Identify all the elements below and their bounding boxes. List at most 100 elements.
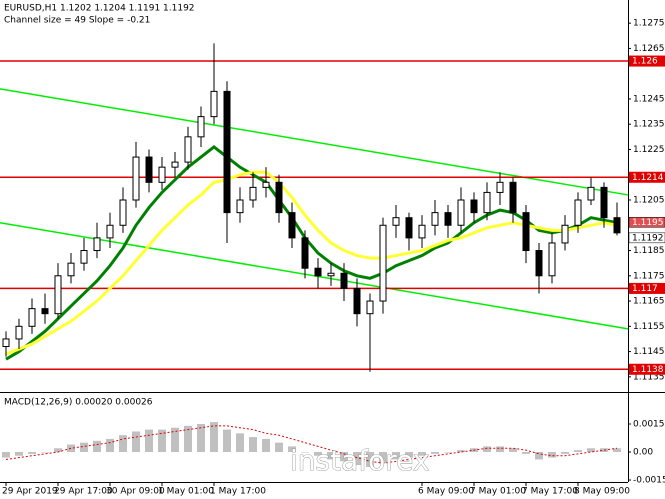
price-box bbox=[628, 232, 665, 244]
y-tick-label: 1.1265 bbox=[633, 44, 665, 54]
macd-bar bbox=[457, 450, 465, 452]
ma-line bbox=[5, 145, 618, 361]
y-tick-label: 1.1165 bbox=[633, 297, 665, 307]
y-tick-label: 1.1245 bbox=[633, 94, 665, 104]
candle-body bbox=[457, 199, 465, 226]
candle-body bbox=[119, 199, 127, 226]
macd-y-tick-label: 0.0015 bbox=[633, 420, 665, 430]
macd-bar bbox=[405, 452, 413, 458]
candle-body bbox=[93, 237, 101, 252]
level-label: 1.126 bbox=[632, 57, 658, 67]
macd-bar bbox=[288, 446, 296, 452]
macd-bar bbox=[314, 452, 322, 456]
x-tick-label: 30 Apr 09:00 bbox=[106, 487, 165, 497]
y-tick-label: 1.1275 bbox=[633, 19, 665, 29]
macd-bar bbox=[106, 438, 114, 452]
candle-body bbox=[171, 161, 179, 168]
candle-body bbox=[288, 212, 296, 239]
macd-bar bbox=[431, 452, 439, 454]
y-tick-label: 1.1225 bbox=[633, 145, 665, 155]
candle-body bbox=[145, 156, 153, 183]
macd-y-tick-label: -0.0015 bbox=[633, 476, 665, 486]
candle-body bbox=[314, 267, 322, 277]
macd-bar bbox=[327, 452, 335, 460]
macd-bar bbox=[613, 448, 621, 452]
x-tick-label: 6 May 09:00 bbox=[418, 487, 474, 497]
price-label: 1.1192 bbox=[632, 233, 664, 243]
candle-body bbox=[535, 250, 543, 277]
candle-body bbox=[379, 224, 387, 302]
candle-body bbox=[561, 224, 569, 244]
macd-bar bbox=[262, 438, 270, 452]
macd-bar bbox=[236, 433, 244, 452]
candle-body bbox=[353, 287, 361, 315]
candle-body bbox=[613, 217, 621, 234]
macd-bar bbox=[67, 444, 75, 452]
candle-body bbox=[496, 181, 504, 193]
macd-bar bbox=[392, 452, 400, 460]
candle-body bbox=[392, 217, 400, 226]
price-label: 1.1195 bbox=[632, 218, 664, 228]
y-tick-label: 1.1155 bbox=[633, 322, 665, 332]
ma-line bbox=[5, 170, 618, 356]
y-tick-label: 1.1185 bbox=[633, 246, 665, 256]
macd-bar bbox=[444, 452, 452, 453]
candle-body bbox=[184, 136, 192, 163]
macd-bar bbox=[496, 446, 504, 452]
candle-body bbox=[15, 325, 23, 340]
candle-body bbox=[405, 217, 413, 239]
macd-signal bbox=[5, 425, 618, 464]
macd-bar bbox=[483, 446, 491, 452]
x-tick-label: 8 May 09:00 bbox=[574, 487, 630, 497]
y-tick-label: 1.1205 bbox=[633, 196, 665, 206]
macd-bar bbox=[132, 431, 140, 452]
macd-bar bbox=[418, 452, 426, 456]
candle-body bbox=[2, 338, 10, 348]
macd-bar bbox=[509, 448, 517, 452]
macd-bar bbox=[600, 448, 608, 452]
macd-bar bbox=[535, 452, 543, 460]
y-tick-label: 1.1235 bbox=[633, 120, 665, 130]
level-label: 1.1138 bbox=[632, 365, 664, 375]
macd-bar bbox=[223, 429, 231, 452]
macd-bar bbox=[158, 429, 166, 452]
candle-body bbox=[444, 212, 452, 226]
candle-body bbox=[132, 156, 140, 201]
plot: 1.1275 1.1265 1.1245 1.1235 1.1225 1.1205 1.11… bbox=[0, 19, 665, 497]
macd-bar bbox=[249, 437, 257, 452]
macd-bar bbox=[2, 452, 10, 458]
macd-bar bbox=[548, 452, 556, 458]
x-tick-label: 1 May 01:00 bbox=[158, 487, 214, 497]
candle-body bbox=[54, 275, 62, 315]
watermark: instaforex bbox=[290, 444, 429, 477]
candle-body bbox=[197, 116, 205, 138]
y-tick-label: 1.1135 bbox=[633, 372, 665, 382]
candle-body bbox=[67, 262, 75, 277]
level-box bbox=[629, 55, 665, 67]
macd-bar bbox=[522, 452, 530, 454]
macd-bar bbox=[340, 452, 348, 462]
candle-body bbox=[509, 181, 517, 214]
x-tick-label: 7 May 17:00 bbox=[522, 487, 578, 497]
candle-body bbox=[418, 224, 426, 239]
macd-bar bbox=[80, 442, 88, 452]
candle-body bbox=[210, 90, 218, 118]
macd-bar bbox=[301, 452, 309, 453]
candle-body bbox=[80, 250, 88, 264]
candle-body bbox=[548, 242, 556, 277]
level-label: 1.1214 bbox=[632, 173, 664, 183]
candle-body bbox=[262, 181, 270, 188]
candle-body bbox=[275, 181, 283, 214]
macd-bar bbox=[275, 442, 283, 452]
candle-body bbox=[41, 308, 49, 315]
macd-bar bbox=[41, 452, 49, 453]
macd-bar bbox=[28, 452, 36, 454]
level-box bbox=[629, 171, 665, 183]
x-tick-label: 7 May 01:00 bbox=[470, 487, 526, 497]
candle-body bbox=[587, 186, 595, 201]
macd-bar bbox=[561, 452, 569, 454]
macd-bar bbox=[119, 435, 127, 452]
macd-bar bbox=[574, 450, 582, 452]
macd-bar bbox=[210, 422, 218, 452]
